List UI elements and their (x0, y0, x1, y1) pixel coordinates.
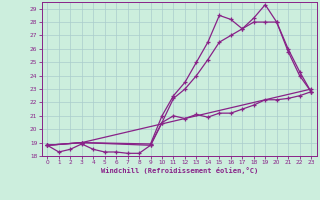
X-axis label: Windchill (Refroidissement éolien,°C): Windchill (Refroidissement éolien,°C) (100, 167, 258, 174)
